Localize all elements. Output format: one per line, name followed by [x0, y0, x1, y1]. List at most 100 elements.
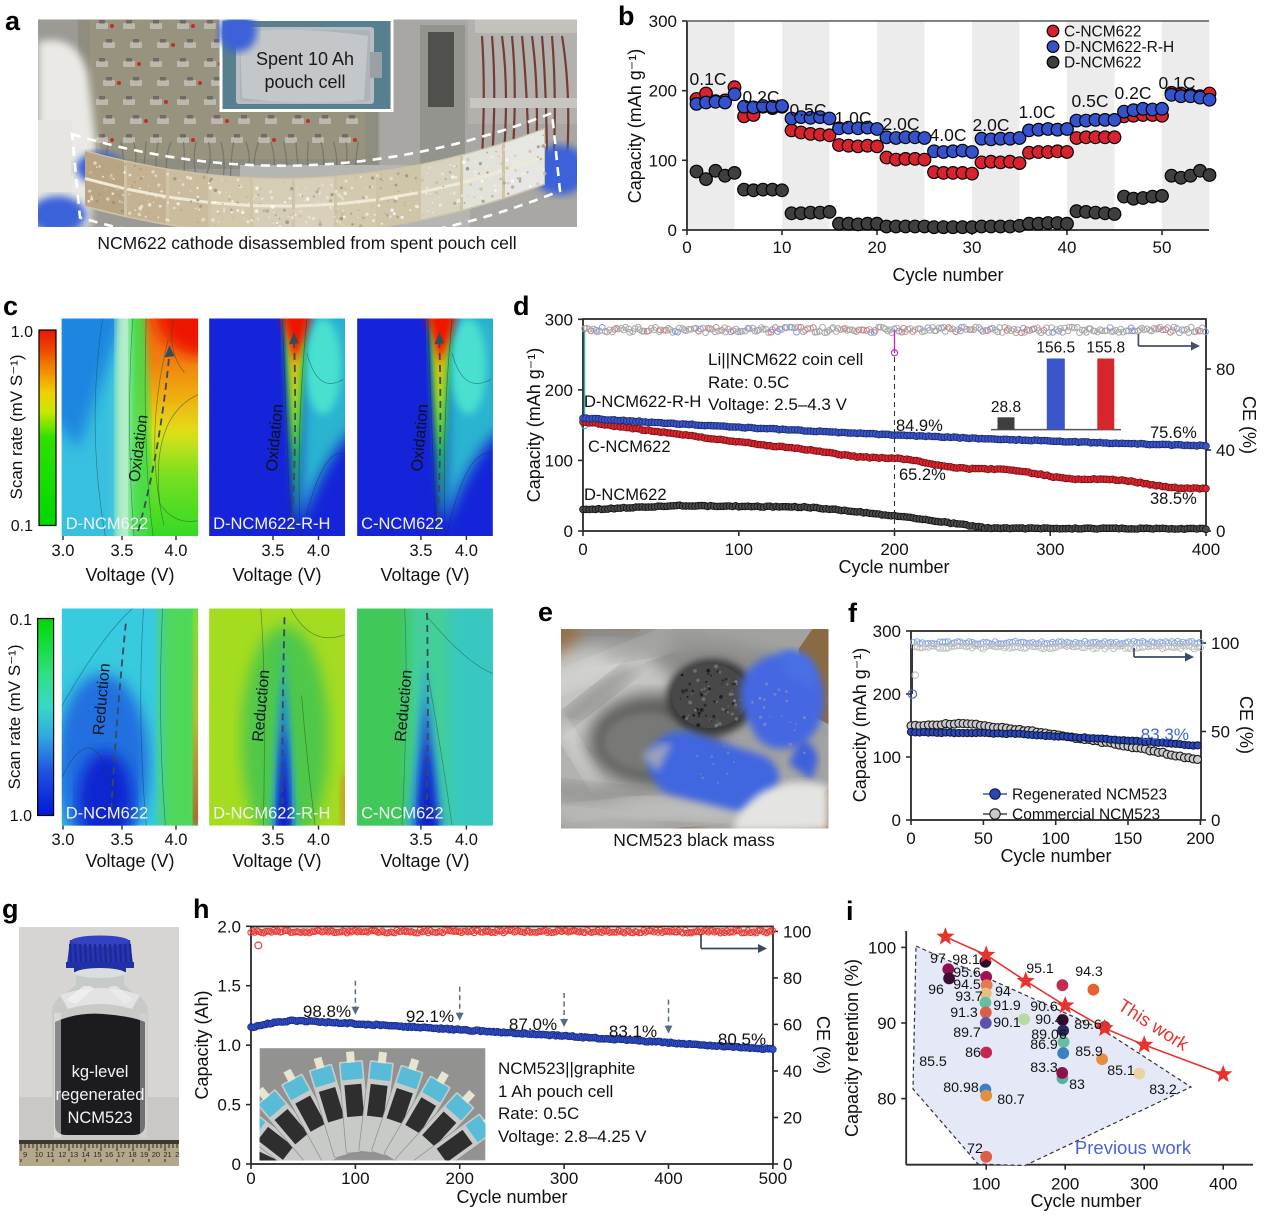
svg-text:g: g: [2, 894, 19, 924]
svg-text:C-NCM622: C-NCM622: [588, 438, 671, 456]
svg-text:80: 80: [1216, 360, 1235, 379]
svg-text:300: 300: [545, 310, 573, 329]
svg-text:4.0C: 4.0C: [930, 125, 967, 145]
svg-text:Capacity (mAh g⁻¹): Capacity (mAh g⁻¹): [625, 49, 645, 204]
svg-text:1.0: 1.0: [217, 1036, 241, 1055]
svg-text:80: 80: [783, 969, 802, 988]
svg-text:92.1%: 92.1%: [406, 1007, 454, 1026]
svg-text:40: 40: [783, 1062, 802, 1081]
svg-text:Voltage (V): Voltage (V): [380, 565, 469, 585]
svg-text:regenerated: regenerated: [56, 1086, 145, 1104]
svg-text:C-NCM622: C-NCM622: [361, 805, 444, 823]
svg-text:1 Ah pouch cell: 1 Ah pouch cell: [498, 1082, 613, 1101]
svg-text:2.0C: 2.0C: [973, 115, 1010, 135]
svg-text:NCM622 cathode disassembled fr: NCM622 cathode disassembled from spent p…: [97, 233, 516, 253]
svg-text:Reduction: Reduction: [91, 663, 114, 736]
svg-text:300: 300: [873, 622, 901, 641]
svg-text:89.6: 89.6: [1074, 1017, 1102, 1033]
svg-text:3.5: 3.5: [111, 542, 134, 560]
svg-text:C-NCM622: C-NCM622: [361, 515, 444, 533]
svg-text:9: 9: [23, 1150, 27, 1159]
svg-text:80.7: 80.7: [997, 1092, 1025, 1108]
svg-text:40: 40: [1058, 238, 1077, 257]
svg-text:Regenerated NCM523: Regenerated NCM523: [1012, 787, 1167, 804]
svg-text:Voltage (V): Voltage (V): [232, 565, 321, 585]
svg-text:95.6: 95.6: [953, 965, 981, 981]
svg-text:91.9: 91.9: [993, 998, 1021, 1014]
svg-text:0: 0: [578, 540, 587, 559]
svg-text:D-NCM622: D-NCM622: [1064, 55, 1142, 72]
svg-text:30: 30: [963, 238, 982, 257]
svg-text:D-NCM622: D-NCM622: [66, 515, 149, 533]
svg-text:84.9%: 84.9%: [896, 417, 943, 435]
svg-text:0: 0: [682, 238, 691, 257]
svg-text:100: 100: [783, 922, 811, 941]
svg-text:CE (%): CE (%): [1239, 396, 1259, 454]
svg-text:80.5%: 80.5%: [718, 1030, 766, 1049]
svg-text:a: a: [5, 6, 21, 36]
svg-text:Cycle number: Cycle number: [1000, 846, 1111, 866]
svg-text:83.2: 83.2: [1149, 1082, 1177, 1098]
svg-text:100: 100: [341, 1169, 369, 1188]
svg-text:20: 20: [783, 1108, 802, 1127]
svg-text:3.5: 3.5: [409, 542, 432, 560]
svg-text:17: 17: [117, 1150, 125, 1159]
svg-text:38.5%: 38.5%: [1150, 490, 1197, 508]
svg-text:100: 100: [545, 451, 573, 470]
svg-text:0.2C: 0.2C: [743, 87, 780, 107]
svg-text:90.1: 90.1: [993, 1015, 1021, 1031]
svg-text:95.1: 95.1: [1026, 961, 1054, 977]
svg-text:28.8: 28.8: [991, 399, 1021, 416]
svg-text:2.0: 2.0: [217, 917, 241, 936]
svg-text:0.1: 0.1: [11, 518, 33, 535]
svg-text:d: d: [513, 291, 530, 321]
svg-text:1.0C: 1.0C: [1019, 102, 1056, 122]
svg-text:i: i: [846, 896, 854, 926]
svg-text:100: 100: [649, 151, 677, 170]
svg-text:83.3%: 83.3%: [1141, 725, 1189, 744]
svg-text:4.0: 4.0: [165, 542, 188, 560]
svg-text:400: 400: [1192, 540, 1220, 559]
svg-text:D-NCM622-R-H: D-NCM622-R-H: [1064, 39, 1174, 56]
svg-text:200: 200: [873, 685, 901, 704]
svg-text:15: 15: [93, 1150, 101, 1159]
svg-text:C-NCM622: C-NCM622: [1064, 24, 1142, 41]
svg-text:D-NCM622-R-H: D-NCM622-R-H: [584, 393, 701, 411]
svg-text:Capacity (mAh g⁻¹): Capacity (mAh g⁻¹): [850, 648, 870, 803]
svg-text:400: 400: [1209, 1175, 1237, 1194]
svg-text:200: 200: [649, 82, 677, 101]
svg-text:Voltage (V): Voltage (V): [85, 851, 174, 871]
svg-text:0.1C: 0.1C: [1159, 73, 1196, 93]
svg-text:D-NCM622: D-NCM622: [584, 486, 667, 504]
svg-text:0.2C: 0.2C: [1115, 83, 1152, 103]
svg-text:NCM523 black mass: NCM523 black mass: [613, 830, 775, 850]
svg-text:Previous work: Previous work: [1075, 1137, 1192, 1158]
svg-text:Commercial NCM523: Commercial NCM523: [1012, 807, 1160, 824]
svg-text:D-NCM622-R-H: D-NCM622-R-H: [213, 515, 330, 533]
svg-text:94.5: 94.5: [953, 977, 981, 993]
svg-text:Scan rate (mV S⁻¹): Scan rate (mV S⁻¹): [7, 354, 26, 499]
svg-text:0: 0: [892, 811, 901, 830]
svg-text:0: 0: [668, 221, 677, 240]
svg-text:Voltage: 2.8–4.25 V: Voltage: 2.8–4.25 V: [498, 1127, 647, 1146]
svg-text:0.1: 0.1: [10, 612, 32, 629]
svg-text:D-NCM622: D-NCM622: [66, 805, 149, 823]
svg-text:200: 200: [880, 540, 908, 559]
svg-text:50: 50: [1153, 238, 1172, 257]
svg-text:Voltage: 2.5–4.3 V: Voltage: 2.5–4.3 V: [708, 395, 848, 414]
svg-text:100: 100: [725, 540, 753, 559]
svg-text:e: e: [538, 597, 553, 627]
svg-text:75.6%: 75.6%: [1150, 424, 1197, 442]
svg-text:90: 90: [877, 1014, 896, 1033]
svg-text:1.5: 1.5: [217, 977, 241, 996]
svg-text:89.7: 89.7: [953, 1025, 981, 1041]
svg-text:150: 150: [1114, 829, 1142, 848]
svg-text:Voltage (V): Voltage (V): [380, 851, 469, 871]
svg-text:2: 2: [175, 1150, 179, 1159]
svg-text:300: 300: [649, 12, 677, 31]
svg-text:Oxidation: Oxidation: [264, 403, 287, 472]
svg-text:156.5: 156.5: [1036, 340, 1075, 357]
svg-text:200: 200: [1186, 829, 1214, 848]
svg-text:4.0: 4.0: [455, 831, 478, 849]
svg-text:83: 83: [1069, 1077, 1085, 1093]
